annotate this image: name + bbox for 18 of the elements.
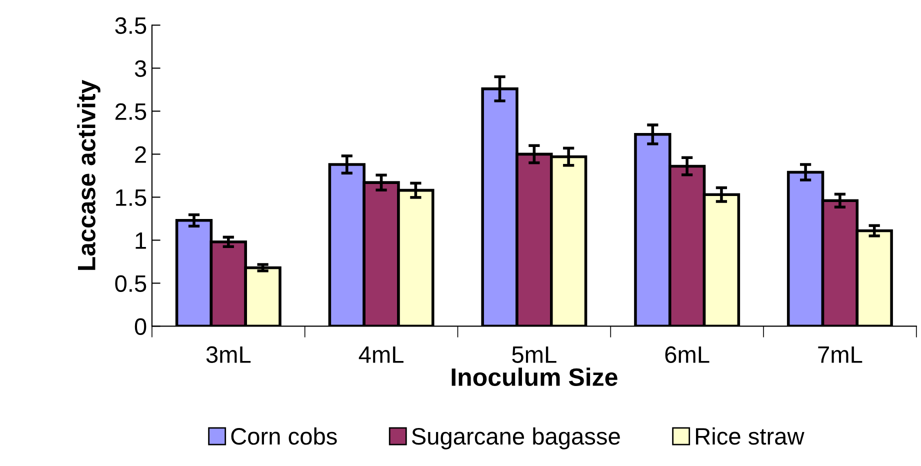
y-tick-label: 1 bbox=[136, 232, 146, 249]
y-tick-label: 1.5 bbox=[116, 189, 146, 206]
y-tick-label: 3 bbox=[134, 60, 146, 77]
y-tick-label: 0 bbox=[134, 318, 146, 335]
y-tick-label: 3.5 bbox=[115, 17, 146, 34]
legend-label: Sugarcane bagasse bbox=[412, 427, 620, 450]
legend-label: Corn cobs bbox=[231, 427, 337, 445]
y-tick-label: 0.5 bbox=[115, 275, 146, 292]
x-tick-label: 5mL bbox=[512, 346, 556, 363]
legend-label: Rice straw bbox=[696, 427, 804, 445]
x-tick-label: 7mL bbox=[818, 346, 862, 363]
y-tick-label: 2.5 bbox=[115, 103, 146, 120]
y-axis-title: Laccase activity bbox=[77, 80, 100, 270]
x-tick-label: 4mL bbox=[358, 346, 404, 363]
x-tick-label: 6mL bbox=[665, 346, 710, 363]
x-axis-title: Inoculum Size bbox=[452, 368, 618, 386]
x-tick-label: 3mL bbox=[206, 346, 251, 363]
y-tick-label: 2 bbox=[135, 146, 146, 163]
